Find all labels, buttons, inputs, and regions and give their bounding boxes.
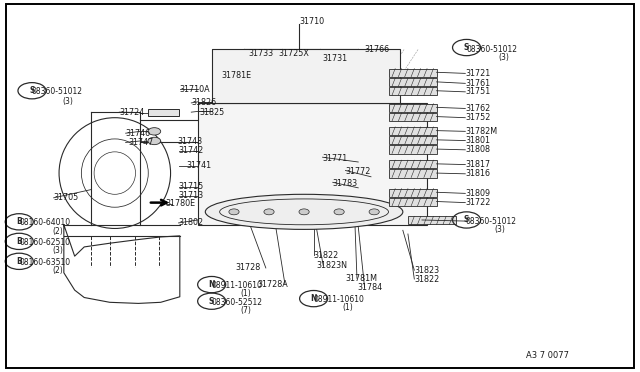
Text: 31710: 31710 (299, 17, 324, 26)
Text: 31752: 31752 (465, 113, 491, 122)
Text: S: S (209, 297, 214, 306)
Circle shape (299, 209, 309, 215)
Text: 31751: 31751 (465, 87, 490, 96)
Text: (3): (3) (52, 246, 63, 255)
Text: A3 7 0077: A3 7 0077 (525, 350, 568, 360)
Text: S: S (464, 43, 469, 52)
Text: 31781E: 31781E (221, 71, 252, 80)
Bar (389, 169, 436, 177)
Text: 08160-63510: 08160-63510 (19, 258, 70, 267)
Text: 31715: 31715 (179, 182, 204, 191)
Circle shape (264, 209, 274, 215)
Text: (1): (1) (342, 303, 353, 312)
Text: 08160-62510: 08160-62510 (19, 238, 70, 247)
Text: 31721: 31721 (465, 69, 490, 78)
Text: 08911-10610: 08911-10610 (314, 295, 365, 304)
Text: (7): (7) (241, 306, 252, 315)
Text: 31825: 31825 (199, 108, 224, 117)
Text: 31783: 31783 (333, 179, 358, 187)
Text: 31784: 31784 (357, 283, 382, 292)
Text: (2): (2) (52, 266, 63, 275)
Text: 31733: 31733 (248, 49, 274, 58)
Text: 31823: 31823 (414, 266, 440, 275)
Text: 31771: 31771 (323, 154, 348, 163)
Text: 31742: 31742 (179, 146, 204, 155)
Text: (3): (3) (494, 225, 505, 234)
Text: N: N (310, 294, 317, 303)
Bar (389, 87, 436, 95)
Text: 31822: 31822 (314, 251, 339, 260)
Text: 31728A: 31728A (257, 280, 288, 289)
Bar (389, 160, 436, 168)
Bar (389, 189, 436, 197)
Text: 31710A: 31710A (180, 85, 211, 94)
Text: 31747: 31747 (129, 138, 154, 147)
Text: 31809: 31809 (465, 189, 490, 198)
Text: 08160-64010: 08160-64010 (19, 218, 70, 227)
Text: B: B (17, 217, 22, 226)
Text: 31782M: 31782M (465, 127, 497, 136)
Text: 31823N: 31823N (316, 261, 347, 270)
Bar (408, 216, 456, 224)
Text: 08911-10610: 08911-10610 (212, 281, 262, 290)
Text: 31817: 31817 (465, 160, 490, 169)
Bar (389, 78, 436, 86)
Text: 31743: 31743 (177, 137, 202, 146)
Text: (2): (2) (52, 227, 63, 235)
Text: 31780E: 31780E (166, 199, 196, 208)
Text: 31728: 31728 (236, 263, 261, 272)
Text: 31766: 31766 (365, 45, 390, 54)
Text: 31816: 31816 (465, 169, 490, 178)
Text: 31761: 31761 (465, 79, 490, 88)
Bar (389, 68, 436, 77)
Text: 08360-52512: 08360-52512 (212, 298, 262, 307)
Text: 31781M: 31781M (346, 274, 378, 283)
Text: (1): (1) (241, 289, 251, 298)
Text: 31826: 31826 (191, 99, 216, 108)
Text: 08360-51012: 08360-51012 (32, 87, 83, 96)
Bar (148, 109, 179, 116)
Text: 31741: 31741 (186, 161, 211, 170)
Bar (389, 198, 436, 206)
Text: B: B (17, 237, 22, 246)
Ellipse shape (205, 194, 403, 230)
Circle shape (148, 137, 161, 145)
Text: 31713: 31713 (179, 191, 204, 200)
Text: 31762: 31762 (465, 104, 490, 113)
Circle shape (229, 209, 239, 215)
Text: 08360-51012: 08360-51012 (467, 45, 518, 54)
Circle shape (369, 209, 380, 215)
Bar (389, 104, 436, 112)
Text: B: B (17, 257, 22, 266)
Text: N: N (209, 280, 215, 289)
Text: S: S (29, 86, 35, 95)
Text: 31705: 31705 (54, 193, 79, 202)
Bar (389, 113, 436, 121)
Text: (3): (3) (62, 97, 73, 106)
Text: S: S (464, 215, 469, 224)
Text: 31722: 31722 (465, 198, 491, 207)
Text: 31802: 31802 (179, 218, 204, 227)
Text: 31822: 31822 (414, 275, 440, 283)
Circle shape (148, 128, 161, 135)
Circle shape (334, 209, 344, 215)
Text: 31808: 31808 (465, 145, 490, 154)
Text: 31724: 31724 (119, 108, 145, 117)
Text: 31725X: 31725X (278, 49, 310, 58)
Text: (3): (3) (499, 53, 509, 62)
Bar (389, 136, 436, 144)
Text: 31746: 31746 (125, 129, 151, 138)
Text: 31772: 31772 (346, 167, 371, 176)
Text: 31801: 31801 (465, 136, 490, 145)
Bar (389, 127, 436, 135)
Bar (212, 49, 399, 103)
Text: 31731: 31731 (323, 54, 348, 63)
Text: 08360-51012: 08360-51012 (465, 217, 516, 225)
Bar (198, 103, 427, 225)
Bar (389, 145, 436, 154)
